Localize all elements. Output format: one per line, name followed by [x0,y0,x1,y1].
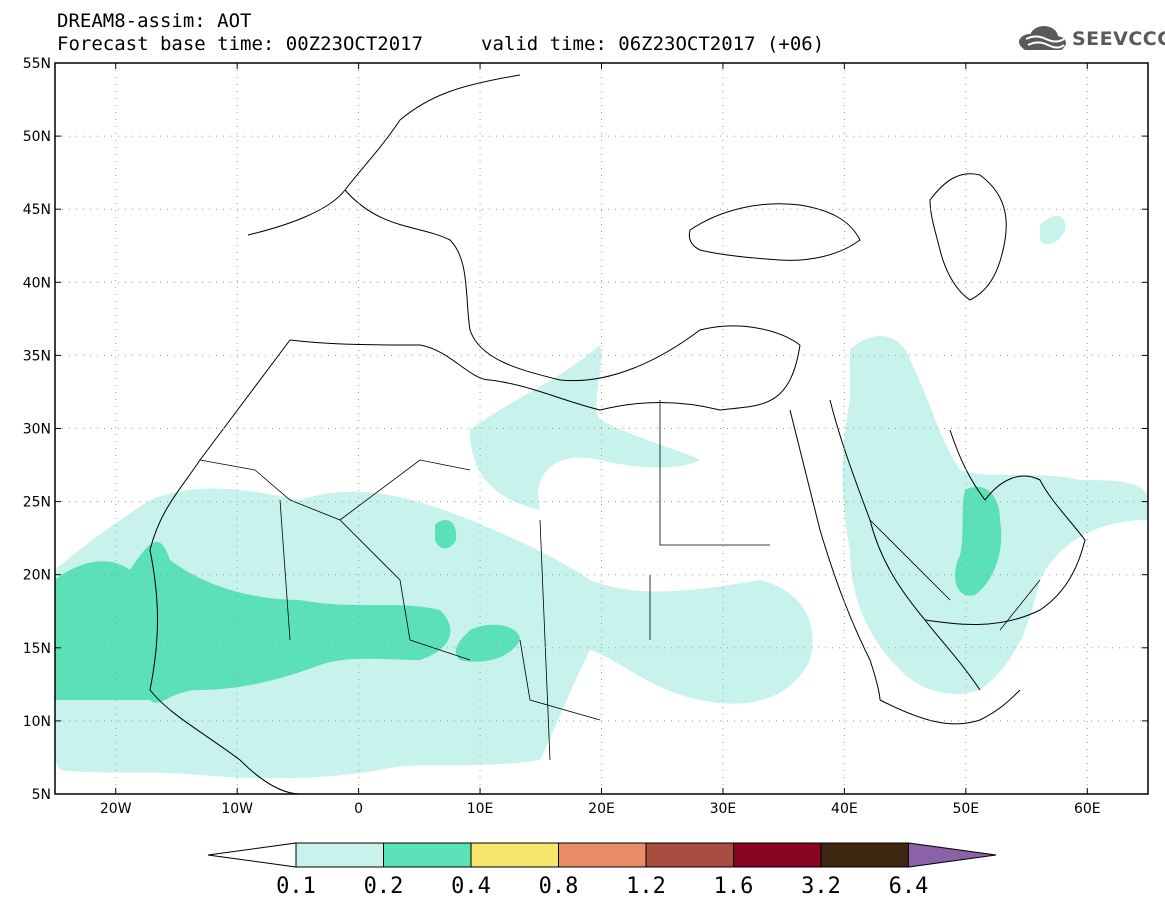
lon-label: 60E [1074,801,1101,817]
aot-west-africa-medium [55,541,451,703]
horn-africa-coast [879,689,1021,725]
lat-label: 35N [23,348,51,364]
lon-label: 20E [588,801,615,817]
red-sea-coast [789,399,981,701]
lat-label: 50N [23,129,51,145]
colorbar-bin [383,842,472,868]
lon-label: 10W [221,801,253,817]
aot-contours [55,215,1148,779]
aot-libya-light [470,345,700,510]
colorbar-label: 0.1 [276,874,316,899]
black-sea-coast [688,203,861,261]
lon-label: 20W [100,801,132,817]
colorbar-label: 3.2 [801,874,841,899]
colorbar-bin [470,842,559,868]
colorbar-bin [558,842,647,868]
colorbar-label: 1.2 [626,874,666,899]
aot-arabia-medium [955,486,1002,596]
country-borders [199,400,1041,761]
lat-label: 20N [23,568,51,584]
colorbar-bin [820,842,909,868]
colorbar-label: 0.2 [364,874,404,899]
cloud-icon [1019,26,1066,50]
valid-time: valid time: 06Z23OCT2017 (+06) [481,33,825,55]
colorbar-under-arrow [207,842,297,868]
africa-coast [149,339,801,794]
colorbar-label: 0.4 [451,874,491,899]
europe-coast [247,74,801,382]
lat-label: 25N [23,495,51,511]
latitude-labels: 55N 50N 45N 40N 35N 30N 25N 20N 15N 10N 5N [23,56,51,803]
colorbar-over-arrow [908,842,997,868]
aot-mali-medium [455,624,520,662]
map-grid [55,63,1148,794]
longitude-labels: 20W 10W 0 10E 20E 30E 40E 50E 60E [100,801,1101,817]
colorbar-bin [645,842,734,868]
lon-label: 30E [710,801,737,817]
lon-label: 40E [831,801,858,817]
colorbar-label: 0.8 [539,874,579,899]
aot-niger-medium [435,520,457,549]
colorbar [207,842,997,868]
colorbar-label: 1.6 [714,874,754,899]
lat-label: 5N [32,787,51,803]
colorbar-labels: 0.1 0.2 0.4 0.8 1.2 1.6 3.2 6.4 [276,874,928,899]
lon-label: 10E [467,801,494,817]
map-title: DREAM8-assim: AOT [57,10,252,32]
coastlines [149,74,1086,794]
lat-label: 55N [23,56,51,72]
lat-label: 45N [23,202,51,218]
lat-label: 10N [23,714,51,730]
aot-caspian-light [1040,215,1066,245]
colorbar-bin [295,842,384,868]
arabia-coast [924,429,1086,625]
lon-label: 0 [354,801,363,817]
lat-label: 40N [23,275,51,291]
forecast-base-time: Forecast base time: 00Z23OCT2017 [57,33,424,55]
caspian-coast [929,173,1007,301]
colorbar-bin [733,842,822,868]
logo-text: SEEVCCC [1072,28,1165,50]
lat-label: 15N [23,641,51,657]
colorbar-label: 6.4 [889,874,929,899]
seevccc-logo: SEEVCCC [1016,22,1165,58]
axis-ticks [55,62,1148,795]
lon-label: 50E [952,801,979,817]
lat-label: 30N [23,422,51,438]
